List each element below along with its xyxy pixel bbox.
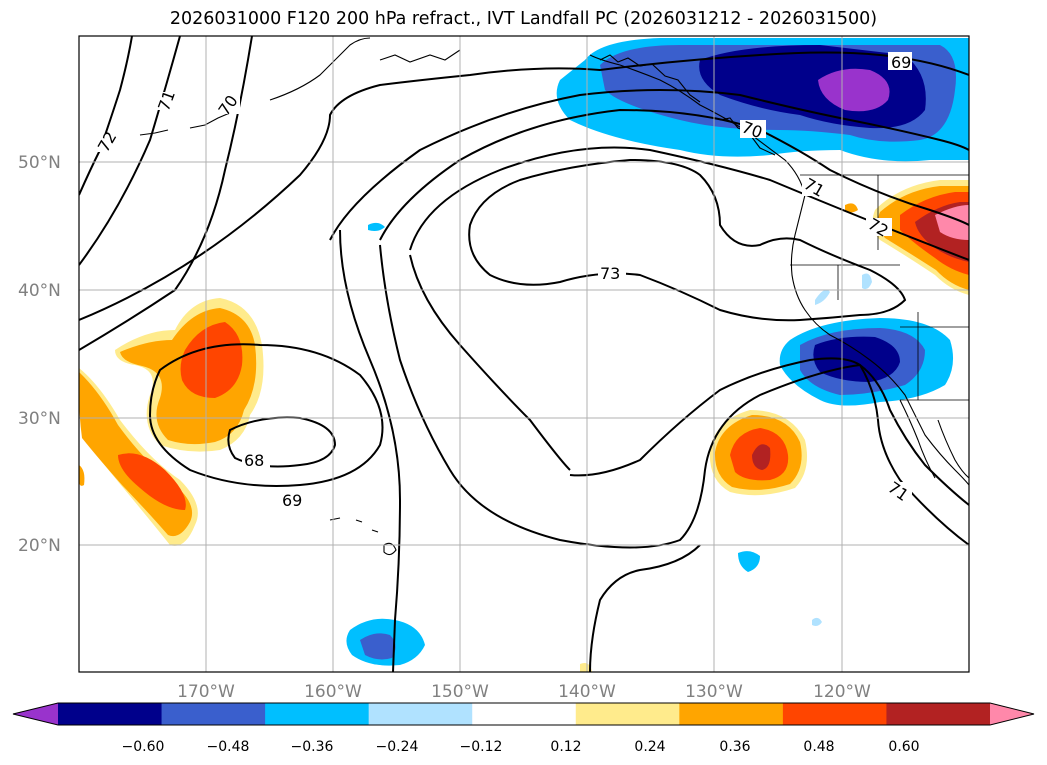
colorbar-segment [782, 703, 887, 725]
map-frame [78, 35, 970, 673]
colorbar-segment [368, 703, 473, 725]
colorbar-segment [575, 703, 680, 725]
height-contours [79, 36, 969, 672]
contour-label: 71 [884, 478, 912, 505]
map-title: 2026031000 F120 200 hPa refract., IVT La… [169, 9, 878, 29]
colorbar-segment [886, 703, 991, 725]
contour-69 [79, 51, 969, 321]
colorbar-tick: −0.24 [376, 739, 419, 755]
lat-label-20: 20°N [18, 536, 61, 556]
contour-69-low [148, 343, 384, 487]
colorbar-tick: 0.48 [803, 739, 834, 755]
political-borders [790, 174, 969, 401]
contour-label: 73 [600, 264, 620, 283]
lat-label-30: 30°N [18, 409, 61, 429]
colorbar-tick-labels: −0.60 −0.48 −0.36 −0.24 −0.12 0.12 0.24 … [122, 739, 920, 755]
contour-70 [329, 89, 969, 241]
longitude-labels: 170°W 160°W 150°W 140°W 130°W 120°W [177, 682, 871, 702]
contour-label: 68 [244, 451, 264, 470]
lon-label-120w: 120°W [813, 682, 871, 702]
colorbar-segment [679, 703, 784, 725]
lon-label-140w: 140°W [558, 682, 616, 702]
lon-label-170w: 170°W [177, 682, 235, 702]
lat-label-40: 40°N [18, 281, 61, 301]
colorbar-tick: 0.36 [719, 739, 750, 755]
lon-label-160w: 160°W [304, 682, 362, 702]
coastline-hawaii [329, 517, 341, 521]
contour-72-west [79, 36, 133, 196]
lat-label-50: 50°N [18, 153, 61, 173]
lon-label-130w: 130°W [685, 682, 743, 702]
colorbar: −0.60 −0.48 −0.36 −0.24 −0.12 0.12 0.24 … [12, 702, 1035, 755]
lon-label-150w: 150°W [431, 682, 489, 702]
colorbar-extend-high [990, 703, 1034, 725]
coastline-alaska [269, 37, 371, 101]
colorbar-tick: 0.60 [888, 739, 919, 755]
graticule [79, 36, 969, 672]
colorbar-segment [265, 703, 370, 725]
shading-layer [79, 38, 969, 672]
colorbar-tick: −0.48 [207, 739, 250, 755]
colorbar-tick: −0.36 [291, 739, 334, 755]
colorbar-tick: 0.24 [634, 739, 665, 755]
latitude-labels: 50°N 40°N 30°N 20°N [18, 153, 61, 556]
contour-73 [468, 158, 907, 322]
contour-label: 69 [891, 53, 911, 72]
colorbar-segment [58, 703, 163, 725]
colorbar-segment [472, 703, 577, 725]
colorbar-segments [13, 703, 1034, 725]
colorbar-tick: −0.12 [460, 739, 503, 755]
coastline-baja [899, 399, 936, 479]
colorbar-tick: −0.60 [122, 739, 165, 755]
map-plot-area: 72 71 70 69 73 68 69 70 71 72 71 [79, 36, 969, 672]
colorbar-tick: 0.12 [550, 739, 581, 755]
contour-71-west [79, 36, 181, 266]
contour-label: 69 [282, 491, 302, 510]
colorbar-outline [12, 702, 1035, 726]
colorbar-segment [161, 703, 266, 725]
colorbar-extend-low [13, 703, 58, 725]
